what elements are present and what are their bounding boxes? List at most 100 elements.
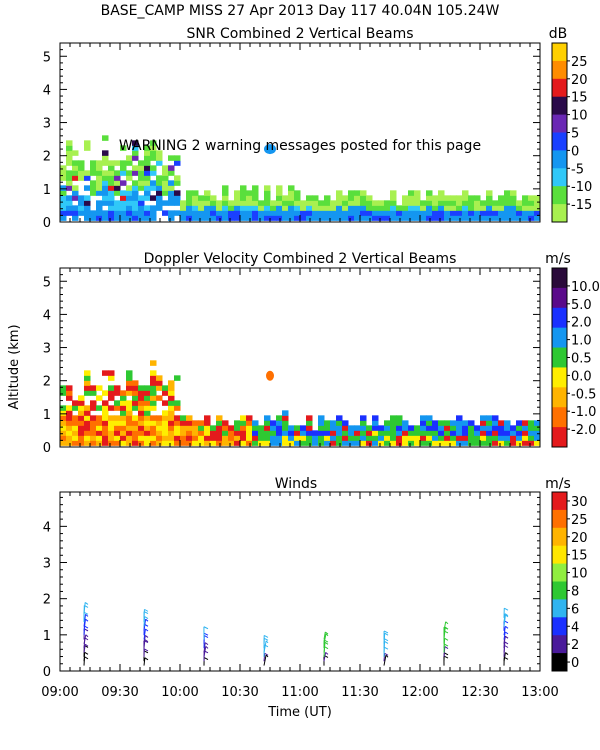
data-cell bbox=[168, 440, 175, 446]
wind-barb-flag bbox=[263, 637, 269, 641]
data-cell bbox=[504, 425, 511, 431]
data-cell bbox=[114, 200, 121, 206]
data-cell bbox=[132, 150, 139, 156]
colorbar-label: 1.0 bbox=[571, 334, 592, 349]
data-cell bbox=[156, 185, 163, 191]
data-cell bbox=[144, 170, 151, 176]
data-cell bbox=[438, 420, 445, 426]
data-cell bbox=[180, 215, 187, 221]
wind-barb-flag bbox=[324, 646, 329, 650]
data-cell bbox=[264, 185, 271, 191]
data-cell bbox=[120, 195, 127, 201]
data-cell bbox=[480, 200, 487, 206]
data-cell bbox=[252, 440, 259, 446]
data-cell bbox=[390, 205, 397, 211]
data-cell bbox=[384, 430, 391, 436]
colorbar-label: 4 bbox=[571, 620, 579, 635]
data-cell bbox=[396, 210, 403, 216]
data-cell bbox=[174, 160, 181, 166]
data-cell bbox=[408, 195, 415, 201]
data-cell bbox=[288, 430, 295, 436]
data-cell bbox=[66, 175, 73, 181]
data-cell bbox=[174, 440, 181, 446]
data-cell bbox=[60, 210, 67, 216]
data-cell bbox=[204, 190, 211, 196]
colorbar-label: 8 bbox=[571, 584, 579, 599]
data-cell bbox=[222, 185, 229, 191]
data-cell bbox=[342, 205, 349, 211]
data-cell bbox=[432, 440, 439, 446]
data-cell bbox=[468, 210, 475, 216]
data-cell bbox=[78, 170, 85, 176]
data-cell bbox=[96, 205, 103, 211]
data-cell bbox=[102, 190, 109, 196]
data-cell bbox=[456, 440, 463, 446]
data-cell bbox=[60, 205, 67, 211]
data-cell bbox=[432, 195, 439, 201]
data-cell bbox=[138, 385, 145, 391]
data-cell bbox=[228, 440, 235, 446]
data-cell bbox=[252, 195, 259, 201]
data-cell bbox=[186, 215, 193, 221]
colorbar-label: -2.0 bbox=[571, 423, 596, 438]
data-cell bbox=[126, 390, 133, 396]
data-cell bbox=[96, 430, 103, 436]
data-cell bbox=[468, 200, 475, 206]
wind-barb-flag bbox=[85, 634, 89, 638]
data-cell bbox=[210, 440, 217, 446]
data-cell bbox=[120, 430, 127, 436]
wind-profile bbox=[83, 602, 89, 666]
wind-barb-flag bbox=[383, 630, 389, 634]
wind-barb-flag bbox=[83, 611, 89, 615]
data-cell bbox=[144, 410, 151, 416]
data-cell bbox=[264, 195, 271, 201]
data-cell bbox=[360, 190, 367, 196]
data-cell bbox=[390, 415, 397, 421]
data-cell bbox=[420, 440, 427, 446]
data-cell bbox=[162, 185, 169, 191]
colorbar-swatch bbox=[552, 407, 567, 428]
data-cell bbox=[408, 430, 415, 436]
data-cell bbox=[66, 205, 73, 211]
colorbar-label: 0.0 bbox=[571, 369, 592, 384]
data-cell bbox=[90, 185, 97, 191]
data-cell bbox=[330, 420, 337, 426]
data-cell bbox=[138, 405, 145, 411]
colorbar-swatch bbox=[552, 96, 567, 116]
data-cell bbox=[84, 415, 91, 421]
data-cell bbox=[246, 215, 253, 221]
data-cell bbox=[138, 160, 145, 166]
data-cell bbox=[282, 435, 289, 441]
data-cell bbox=[120, 420, 127, 426]
data-cell bbox=[384, 205, 391, 211]
data-cell bbox=[174, 195, 181, 201]
wind-barb bbox=[323, 631, 326, 640]
data-cell bbox=[156, 385, 163, 391]
data-cell bbox=[222, 420, 229, 426]
data-cell bbox=[174, 435, 181, 441]
wind-barb-flag bbox=[85, 613, 89, 617]
data-cell bbox=[132, 415, 139, 421]
snr-panel: 0 1 2 3 4 5 bbox=[43, 42, 541, 231]
data-cell bbox=[264, 205, 271, 211]
data-cell bbox=[408, 435, 415, 441]
data-cell bbox=[150, 180, 157, 186]
data-cell bbox=[492, 200, 499, 206]
data-cell bbox=[330, 200, 337, 206]
data-cell bbox=[210, 430, 217, 436]
wind-barb-flag bbox=[325, 652, 329, 655]
data-cell bbox=[120, 440, 127, 446]
y-tick-label: 2 bbox=[43, 593, 51, 608]
data-cell bbox=[516, 440, 523, 446]
data-cell bbox=[312, 205, 319, 211]
data-cell bbox=[498, 420, 505, 426]
data-cell bbox=[90, 170, 97, 176]
data-cell bbox=[66, 385, 73, 391]
data-cell bbox=[426, 210, 433, 216]
y-tick-label: 1 bbox=[43, 408, 51, 423]
data-cell bbox=[150, 360, 157, 366]
y-tick-label: 2 bbox=[43, 375, 51, 390]
wind-barb-flag bbox=[144, 657, 149, 661]
colorbar-label: 15 bbox=[571, 91, 588, 106]
